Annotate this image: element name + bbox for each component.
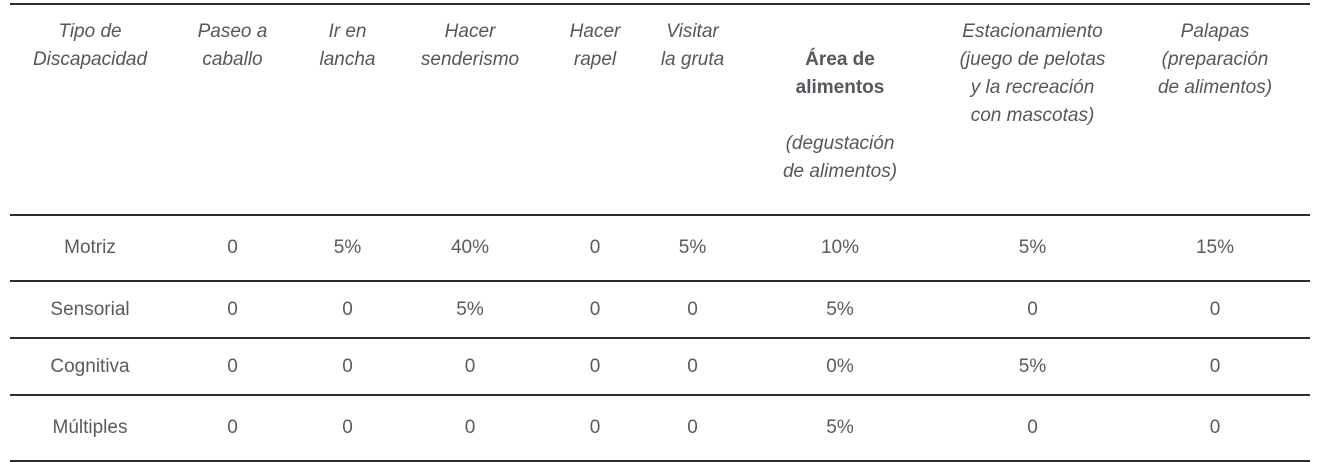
column-header-hacer-rapel: Hacer rapel (540, 4, 650, 216)
column-header-area-de-alimentos-title: Área de alimentos (795, 49, 885, 98)
cell-sensorial-hacer-rapel: 0 (540, 281, 650, 339)
cell-sensorial-hacer-senderismo: 5% (400, 281, 540, 339)
cell-cognitiva-visitar-la-gruta: 0 (650, 338, 735, 396)
table-row-sensorial: Sensorial 0 0 5% 0 0 5% 0 0 (10, 281, 1310, 339)
cell-cognitiva-ir-en-lancha: 0 (295, 338, 400, 396)
table-row-motriz: Motriz 0 5% 40% 0 5% 10% 5% 15% (10, 215, 1310, 282)
cell-multiples-hacer-rapel: 0 (589, 417, 601, 438)
table-header: Tipo de Discapacidad Paseo a caballo Ir … (10, 4, 1310, 216)
cell-multiples-ir-en-lancha: 0 (342, 417, 353, 438)
cell-multiples-visitar-la-gruta: 0 (687, 417, 698, 438)
cell-multiples-paseo-a-caballo: 0 (227, 417, 238, 438)
cell-cognitiva-area-de-alimentos: 0% (735, 338, 945, 396)
cell-motriz-paseo-a-caballo: 0 (170, 215, 295, 282)
row-label-sensorial: Sensorial (10, 281, 170, 339)
cell-motriz-visitar-la-gruta: 5% (650, 215, 735, 282)
column-header-visitar-la-gruta: Visitar la gruta (650, 4, 735, 216)
table-row-multiples: Múltiples 0 0 0 0 0 5% 0 0 (10, 395, 1310, 461)
cell-motriz-area-de-alimentos: 10% (735, 215, 945, 282)
cell-sensorial-ir-en-lancha: 0 (295, 281, 400, 339)
disability-activities-table: Tipo de Discapacidad Paseo a caballo Ir … (10, 3, 1310, 462)
cell-motriz-hacer-rapel: 0 (540, 215, 650, 282)
column-header-tipo-de-discapacidad: Tipo de Discapacidad (10, 4, 170, 216)
cell-motriz-ir-en-lancha: 5% (295, 215, 400, 282)
cell-sensorial-palapas: 0 (1120, 281, 1310, 339)
header-row: Tipo de Discapacidad Paseo a caballo Ir … (10, 4, 1310, 216)
cell-cognitiva-palapas: 0 (1120, 338, 1310, 396)
cell-motriz-estacionamiento: 5% (945, 215, 1120, 282)
disability-activities-table-wrap: Tipo de Discapacidad Paseo a caballo Ir … (10, 3, 1310, 462)
column-header-area-de-alimentos-note: (degustación de alimentos) (782, 133, 898, 182)
column-header-paseo-a-caballo: Paseo a caballo (170, 4, 295, 216)
cell-cognitiva-estacionamiento: 5% (945, 338, 1120, 396)
row-label-motriz: Motriz (10, 215, 170, 282)
cell-sensorial-area-de-alimentos: 5% (735, 281, 945, 339)
cell-motriz-palapas: 15% (1120, 215, 1310, 282)
cell-sensorial-visitar-la-gruta: 0 (650, 281, 735, 339)
cell-multiples-palapas: 0 (1209, 417, 1221, 438)
column-header-palapas: Palapas (preparación de alimentos) (1120, 4, 1310, 216)
column-header-ir-en-lancha: Ir en lancha (295, 4, 400, 216)
cell-cognitiva-paseo-a-caballo: 0 (170, 338, 295, 396)
row-label-multiples: Múltiples (52, 417, 128, 438)
cell-multiples-hacer-senderismo: 0 (464, 417, 476, 438)
column-header-area-de-alimentos: Área de alimentos (degustación de alimen… (735, 4, 945, 216)
column-header-hacer-senderismo: Hacer senderismo (400, 4, 540, 216)
cell-multiples-estacionamiento: 0 (1027, 417, 1038, 438)
cell-cognitiva-hacer-senderismo: 0 (400, 338, 540, 396)
column-header-estacionamiento: Estacionamiento (juego de pelotas y la r… (945, 4, 1120, 216)
table-row-cognitiva: Cognitiva 0 0 0 0 0 0% 5% 0 (10, 338, 1310, 396)
cell-cognitiva-hacer-rapel: 0 (540, 338, 650, 396)
row-label-cognitiva: Cognitiva (10, 338, 170, 396)
cell-motriz-hacer-senderismo: 40% (400, 215, 540, 282)
cell-sensorial-estacionamiento: 0 (945, 281, 1120, 339)
cell-multiples-area-de-alimentos: 5% (826, 417, 854, 438)
cell-sensorial-paseo-a-caballo: 0 (170, 281, 295, 339)
table-body: Motriz 0 5% 40% 0 5% 10% 5% 15% Sensoria… (10, 215, 1310, 461)
